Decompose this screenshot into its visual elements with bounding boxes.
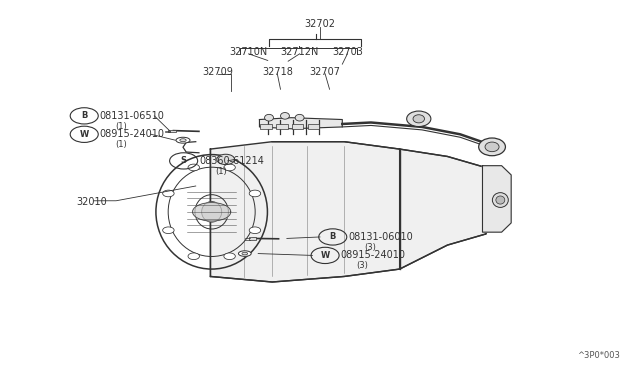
Text: (1): (1) bbox=[215, 167, 227, 176]
Circle shape bbox=[224, 253, 236, 260]
Circle shape bbox=[249, 227, 260, 234]
Circle shape bbox=[217, 154, 235, 164]
Text: 32707: 32707 bbox=[310, 67, 340, 77]
Text: 32010: 32010 bbox=[77, 196, 108, 206]
Ellipse shape bbox=[202, 202, 221, 222]
Text: 32712N: 32712N bbox=[280, 47, 319, 57]
Circle shape bbox=[249, 190, 260, 197]
Ellipse shape bbox=[239, 251, 251, 256]
Ellipse shape bbox=[496, 196, 505, 204]
Text: ^3P0*003: ^3P0*003 bbox=[577, 351, 620, 360]
Text: 08131-06010: 08131-06010 bbox=[348, 232, 413, 242]
Text: B: B bbox=[330, 232, 336, 241]
Polygon shape bbox=[211, 142, 399, 282]
Text: 08131-06510: 08131-06510 bbox=[100, 111, 164, 121]
Text: B: B bbox=[81, 111, 88, 121]
Ellipse shape bbox=[485, 142, 499, 152]
Text: (3): (3) bbox=[364, 243, 376, 252]
Ellipse shape bbox=[180, 139, 186, 142]
Ellipse shape bbox=[242, 252, 248, 255]
Circle shape bbox=[224, 164, 236, 171]
Text: 08915-24010: 08915-24010 bbox=[340, 250, 405, 260]
Ellipse shape bbox=[280, 112, 289, 119]
Text: 08360-61214: 08360-61214 bbox=[199, 156, 264, 166]
Bar bbox=[276, 124, 287, 129]
Text: W: W bbox=[321, 251, 330, 260]
Polygon shape bbox=[399, 149, 502, 269]
Bar bbox=[260, 124, 271, 129]
Circle shape bbox=[188, 164, 200, 171]
Ellipse shape bbox=[413, 115, 424, 123]
Circle shape bbox=[163, 190, 174, 197]
Text: 32703: 32703 bbox=[332, 47, 363, 57]
Text: 32709: 32709 bbox=[203, 67, 234, 77]
Circle shape bbox=[163, 227, 174, 234]
Text: (1): (1) bbox=[115, 122, 127, 131]
Text: W: W bbox=[79, 130, 89, 139]
Ellipse shape bbox=[295, 114, 304, 121]
Ellipse shape bbox=[406, 111, 431, 126]
Text: S: S bbox=[180, 156, 187, 166]
Bar bbox=[292, 124, 303, 129]
Polygon shape bbox=[259, 118, 342, 129]
Polygon shape bbox=[193, 203, 231, 221]
Ellipse shape bbox=[264, 114, 273, 121]
Text: 32710N: 32710N bbox=[230, 47, 268, 57]
Text: 32718: 32718 bbox=[262, 67, 292, 77]
Ellipse shape bbox=[479, 138, 506, 156]
Text: (1): (1) bbox=[115, 140, 127, 149]
Bar bbox=[248, 237, 256, 240]
Ellipse shape bbox=[492, 193, 508, 208]
Ellipse shape bbox=[176, 137, 190, 143]
Text: 08915-24010: 08915-24010 bbox=[100, 129, 164, 139]
Polygon shape bbox=[483, 166, 511, 232]
Text: 32702: 32702 bbox=[305, 19, 335, 29]
Circle shape bbox=[188, 253, 200, 260]
Bar bbox=[308, 124, 319, 129]
Bar bbox=[168, 129, 176, 132]
Text: (3): (3) bbox=[356, 261, 368, 270]
